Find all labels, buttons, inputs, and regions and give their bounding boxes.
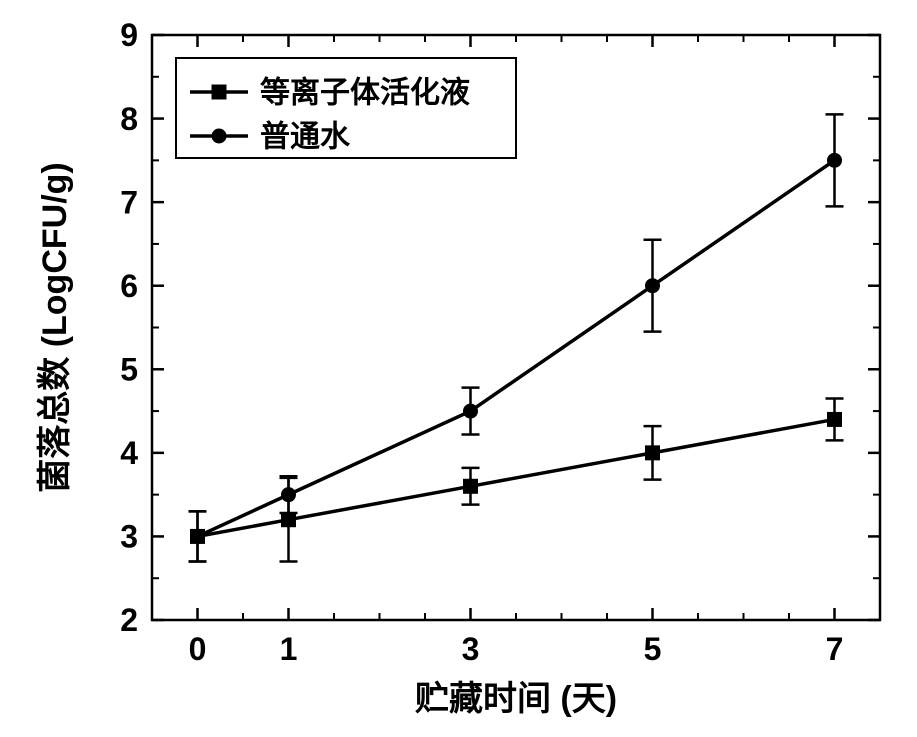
y-tick-label: 4 [120, 435, 138, 471]
y-tick-label: 9 [120, 17, 138, 53]
marker-square [827, 412, 842, 427]
chart-container: 0 1 3 5 7 贮藏时间 (天) 2 3 4 5 6 7 8 9 菌落总数 (LogCFU/g) 等离子体… [0, 0, 917, 737]
line-chart: 0 1 3 5 7 贮藏时间 (天) 2 3 4 5 6 7 8 9 菌落总数 (LogCFU/g) 等离子体… [0, 0, 917, 737]
x-axis-title: 贮藏时间 (天) [415, 680, 617, 718]
legend-label: 等离子体活化液 [260, 76, 470, 110]
x-tick-label: 1 [280, 631, 298, 667]
y-tick-label: 5 [120, 351, 138, 387]
legend: 等离子体活化液普通水 [176, 58, 516, 158]
x-tick-label: 5 [644, 631, 662, 667]
y-tick-label: 8 [120, 101, 138, 137]
y-tick-label: 7 [120, 184, 138, 220]
series [189, 114, 844, 561]
x-tick-label: 0 [189, 631, 207, 667]
marker-square [645, 445, 660, 460]
y-tick-label: 2 [120, 602, 138, 638]
marker-circle [281, 487, 296, 502]
marker-circle [827, 153, 842, 168]
x-tick-label: 7 [826, 631, 844, 667]
x-tick-label: 3 [462, 631, 480, 667]
marker-circle [463, 404, 478, 419]
marker-square [212, 85, 227, 100]
marker-circle [212, 129, 227, 144]
y-tick-label: 6 [120, 268, 138, 304]
y-axis-title: 菌落总数 (LogCFU/g) [36, 162, 74, 493]
series [189, 399, 844, 562]
marker-square [281, 512, 296, 527]
marker-circle [190, 529, 205, 544]
marker-circle [645, 278, 660, 293]
series-line [198, 160, 835, 536]
marker-square [463, 479, 478, 494]
y-tick-label: 3 [120, 519, 138, 555]
legend-label: 普通水 [260, 120, 351, 154]
